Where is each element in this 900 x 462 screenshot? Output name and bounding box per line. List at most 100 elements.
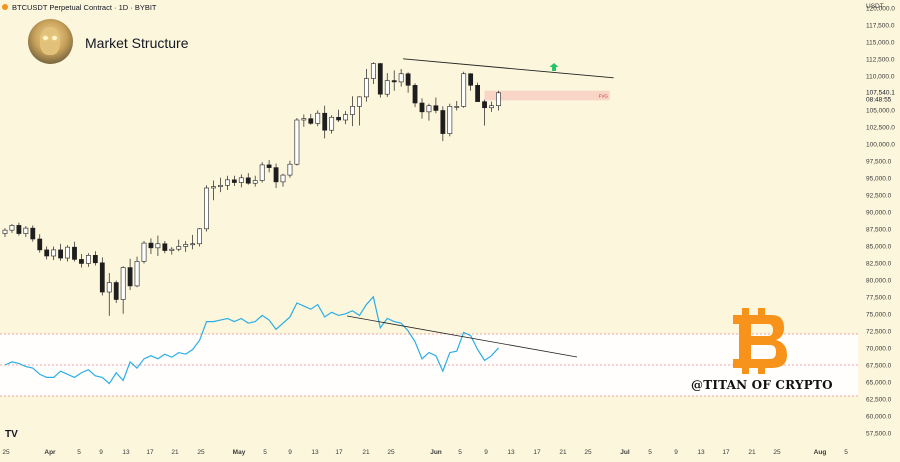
watermark-text: @TITAN OF CRYPTO xyxy=(691,378,833,392)
candle-body xyxy=(322,112,328,131)
candle-body xyxy=(266,164,272,168)
y-tick-label: 90,000.0 xyxy=(866,209,892,216)
candle-body xyxy=(273,167,279,183)
x-tick-label: 5 xyxy=(263,449,267,456)
candle-body xyxy=(412,85,418,104)
candle-body xyxy=(350,106,355,115)
x-tick-label: 21 xyxy=(362,449,370,456)
candle-body xyxy=(294,119,300,165)
candle-body xyxy=(426,105,432,113)
candle-body xyxy=(252,180,258,184)
x-tick-label: 17 xyxy=(335,449,343,456)
chart-title: Market Structure xyxy=(85,35,189,51)
y-tick-label: 102,500.0 xyxy=(866,124,895,131)
avatar-eye-left xyxy=(43,36,48,40)
x-tick-label: Apr xyxy=(44,449,56,456)
tradingview-logo: TV xyxy=(5,429,18,440)
rsi-line xyxy=(4,295,499,385)
y-tick-label: 120,000.0 xyxy=(866,5,895,12)
candle-body xyxy=(391,80,397,83)
candle-body xyxy=(37,238,43,251)
candle-body xyxy=(134,261,140,287)
y-tick-label: 92,500.0 xyxy=(866,192,892,199)
candle-body xyxy=(162,243,168,251)
x-tick-label: 17 xyxy=(146,449,154,456)
candle-body xyxy=(398,73,404,83)
x-tick-label: 9 xyxy=(99,449,103,456)
candle-body xyxy=(363,78,369,98)
candle-body xyxy=(315,112,321,124)
x-tick-label: 21 xyxy=(559,449,567,456)
rsi-trendline xyxy=(346,315,578,358)
candle-body xyxy=(197,228,202,245)
x-tick-label: 17 xyxy=(533,449,541,456)
candle-body xyxy=(329,116,335,131)
x-tick-label: 25 xyxy=(2,449,10,456)
candle-body xyxy=(245,177,251,184)
candle-body xyxy=(16,225,22,234)
candle-body xyxy=(308,118,314,124)
y-tick-label: 72,500.0 xyxy=(866,328,892,335)
x-tick-label: 17 xyxy=(722,449,730,456)
candle-body xyxy=(23,227,29,234)
candle-body xyxy=(489,105,494,109)
candle-body xyxy=(51,249,57,257)
candle-body xyxy=(231,179,237,183)
candle-body xyxy=(9,225,15,231)
candle-body xyxy=(65,246,70,259)
candle-body xyxy=(405,73,411,86)
x-tick-label: 25 xyxy=(197,449,205,456)
y-tick-label: 80,000.0 xyxy=(866,277,892,284)
y-tick-label: 77,500.0 xyxy=(866,294,892,301)
y-tick-label: 62,500.0 xyxy=(866,396,892,403)
candle-body xyxy=(238,177,244,183)
y-tick-label: 110,000.0 xyxy=(866,73,895,80)
candle-body xyxy=(155,243,161,249)
candle-body xyxy=(475,85,480,102)
candle-body xyxy=(496,92,501,107)
x-tick-label: 13 xyxy=(122,449,130,456)
x-tick-label: 25 xyxy=(584,449,592,456)
candle-body xyxy=(287,163,293,176)
candle-body xyxy=(86,255,91,264)
y-tick-label: 85,000.0 xyxy=(866,243,892,250)
y-tick-label: 87,500.0 xyxy=(866,226,892,233)
fvg-zone xyxy=(484,90,610,101)
candle-body xyxy=(336,116,341,121)
candle-body xyxy=(377,63,383,95)
candle-body xyxy=(440,110,446,134)
x-tick-label: 5 xyxy=(844,449,848,456)
candle-body xyxy=(44,249,50,257)
candle-body xyxy=(211,186,216,189)
candle-body xyxy=(482,101,487,109)
x-tick-label: 5 xyxy=(458,449,462,456)
candle-body xyxy=(218,184,223,187)
currency-label: USDT xyxy=(866,3,884,10)
symbol-text: BTCUSDT Perpetual Contract · 1D · BYBIT xyxy=(12,2,157,12)
y-tick-label: 67,500.0 xyxy=(866,362,892,369)
x-tick-label: 13 xyxy=(311,449,319,456)
x-tick-label: 5 xyxy=(77,449,81,456)
candle-body xyxy=(30,227,36,240)
candle-body xyxy=(447,106,453,134)
x-tick-label: 9 xyxy=(484,449,488,456)
candle-body xyxy=(183,244,189,247)
x-tick-label: 9 xyxy=(288,449,292,456)
y-tick-label: 95,000.0 xyxy=(866,175,892,182)
candle-body xyxy=(419,102,425,113)
x-tick-label: 13 xyxy=(697,449,705,456)
avatar-eye-right xyxy=(52,36,57,40)
y-tick-label: 117,500.0 xyxy=(866,22,895,29)
x-tick-label: Jul xyxy=(620,449,630,456)
candle-body xyxy=(169,248,175,251)
candle-body xyxy=(92,255,98,264)
y-tick-label: 100,000.0 xyxy=(866,141,895,148)
author-avatar xyxy=(28,19,73,64)
y-tick-label: 105,000.0 xyxy=(866,107,895,114)
bitcoin-coin-icon xyxy=(2,4,8,10)
y-tick-label: 115,000.0 xyxy=(866,39,895,46)
candle-body xyxy=(204,187,209,230)
fvg-label: FVG xyxy=(599,94,609,99)
candle-body xyxy=(370,63,376,79)
